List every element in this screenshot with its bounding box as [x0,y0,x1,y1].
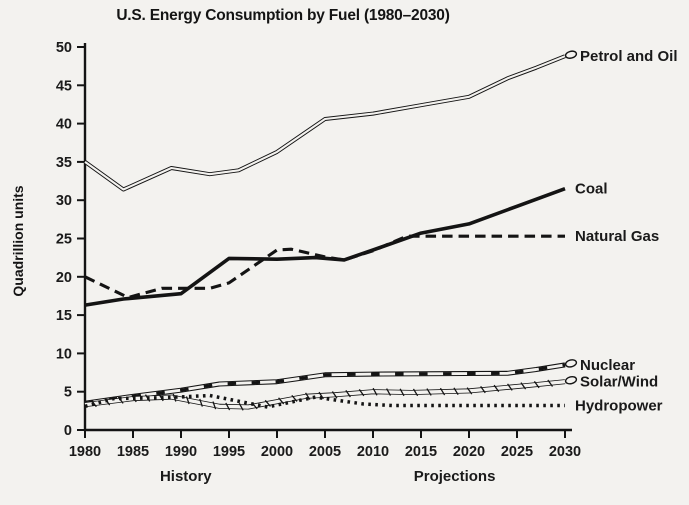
series-line-solar-wind-inner [84,380,566,409]
series-line-solar-wind-hatch [466,387,473,395]
series-line-solar-wind-hatch [278,397,285,405]
series-line-solar-wind-hatch [439,387,446,396]
zone-label-projections: Projections [414,468,496,485]
series-line-coal [84,187,566,307]
y-tick-label: 5 [64,385,72,401]
y-tick-label: 45 [56,78,72,94]
series-line-natural-gas [84,234,565,300]
series-label-hydropower: Hydropower [575,397,663,414]
series-line-solar-wind-hatch [399,388,405,397]
series-line-solar-wind-hatch [318,391,324,400]
chart-title: U.S. Energy Consumption by Fuel (1980–20… [116,7,450,24]
x-tick-label: 1980 [69,444,101,460]
series-line-petrol-and-oil-inner [84,55,566,191]
series-line-solar-wind-hatch [358,388,365,397]
series-line-solar-wind-hatch [291,394,298,402]
series-line-nuclear-squares [84,363,566,405]
x-tick-label: 2000 [261,444,293,460]
x-tick-label: 1985 [117,444,149,460]
x-tick-label: 2030 [549,444,581,460]
y-tick-label: 25 [56,232,72,248]
x-tick-label: 1995 [213,444,245,460]
series-label-natural-gas: Natural Gas [575,228,659,245]
series-line-solar-wind-hatch [507,383,513,391]
series-end-loop-nuclear [564,359,578,368]
x-tick-label: 2020 [453,444,485,460]
series-label-petrol-and-oil: Petrol and Oil [580,48,678,65]
series-line-solar-wind-hatch [185,396,190,405]
series-line-solar-wind-hatch [412,388,419,397]
y-tick-label: 40 [56,117,72,133]
y-tick-label: 50 [56,40,72,56]
x-tick-label: 2025 [501,444,533,460]
series-line-solar-wind-hatch [331,391,338,399]
series-line-solar-wind-hatch [372,387,378,396]
series-line-solar-wind-hatch [547,379,554,387]
series-line-solar-wind-hatch [533,380,540,389]
series-label-solar-wind: Solar/Wind [580,374,658,391]
series-line-solar-wind-hatch [305,392,311,400]
series-line-solar-wind-hatch [386,388,392,396]
y-tick-label: 0 [64,423,72,439]
y-tick-label: 35 [56,155,72,171]
series-line-solar-wind-hatch [199,398,203,407]
series-line-solar-wind-hatch [212,401,217,410]
zone-label-history: History [160,468,212,485]
series-line-solar-wind-hatch [172,393,177,402]
y-tick-label: 20 [56,270,72,286]
series-end-loop-solar-wind [564,375,578,385]
y-axis-label: Quadrillion units [10,185,26,297]
y-tick-label: 15 [56,308,72,324]
x-tick-label: 1990 [165,444,197,460]
series-line-solar-wind-hatch [225,402,231,411]
series-line-solar-wind-hatch [264,399,271,407]
series-label-coal: Coal [575,181,608,198]
series-line-solar-wind-hatch [426,388,432,396]
x-tick-label: 2005 [309,444,341,460]
series-line-solar-wind-hatch [480,385,486,394]
series-end-loop-petrol-and-oil [564,50,578,59]
series-line-solar-wind-hatch [238,403,244,411]
y-tick-label: 10 [56,346,72,362]
series-line-petrol-and-oil [83,54,566,192]
series-line-solar-wind-hatch [520,382,527,390]
x-tick-label: 2015 [405,444,437,460]
series-line-solar-wind-hatch [493,384,500,393]
x-tick-label: 2010 [357,444,389,460]
series-line-solar-wind-hatch [453,387,459,396]
y-tick-label: 30 [56,193,72,209]
series-line-solar-wind-hatch [345,390,351,398]
series-label-nuclear: Nuclear [580,357,635,374]
